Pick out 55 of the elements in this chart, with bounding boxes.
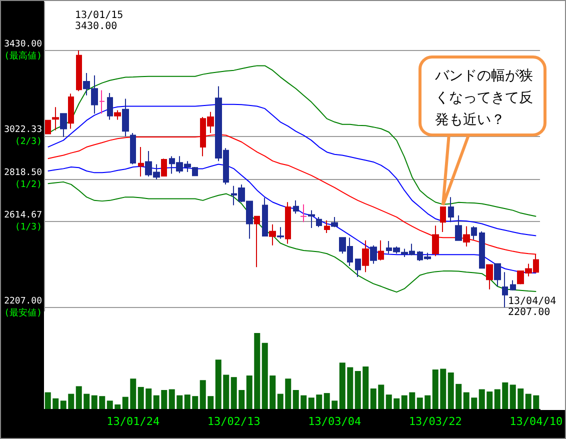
candlestick bbox=[355, 258, 361, 278]
candlestick bbox=[362, 240, 369, 273]
candlestick bbox=[432, 225, 439, 257]
candlestick bbox=[114, 110, 121, 120]
candlestick bbox=[448, 196, 454, 223]
candlestick bbox=[331, 216, 338, 228]
candlestick bbox=[122, 98, 129, 137]
line-series bbox=[47, 134, 537, 255]
candlestick bbox=[99, 90, 105, 114]
y-tick-label: 3022.33 (2/3) bbox=[4, 125, 42, 148]
candlestick bbox=[324, 220, 330, 234]
candlestick bbox=[440, 206, 446, 232]
candlestick bbox=[378, 240, 384, 261]
candlestick bbox=[316, 216, 322, 228]
line-series bbox=[47, 164, 537, 274]
candlestick bbox=[300, 204, 307, 223]
candlestick bbox=[277, 226, 284, 240]
candlestick bbox=[285, 202, 291, 244]
candlestick bbox=[60, 113, 67, 138]
candlestick bbox=[254, 216, 260, 268]
candlestick bbox=[494, 263, 501, 287]
candlestick bbox=[455, 214, 462, 241]
x-tick-label: 13/04/10 bbox=[510, 415, 563, 428]
annotation: バンドの幅が狭くなってきて反発も近い？ bbox=[434, 68, 533, 128]
candlestick bbox=[138, 146, 144, 177]
candlestick bbox=[463, 226, 470, 247]
x-tick-label: 13/02/13 bbox=[207, 415, 260, 428]
candlestick bbox=[269, 224, 276, 246]
candlestick bbox=[479, 230, 485, 269]
candlestick bbox=[68, 93, 74, 130]
y-tick-label: 2818.50 (1/2) bbox=[4, 168, 42, 190]
candlestick bbox=[130, 132, 136, 165]
candlestick bbox=[161, 158, 167, 177]
annotation: 13/04/04 2207.00 bbox=[508, 296, 556, 318]
candlestick bbox=[45, 120, 51, 134]
candlestick bbox=[107, 92, 113, 120]
annotation: 13/01/15 3430.00 bbox=[75, 10, 124, 32]
x-tick-label: 13/01/24 bbox=[106, 415, 160, 428]
y-tick-label: 2207.00 (最安値) bbox=[4, 296, 42, 318]
line-series bbox=[47, 104, 537, 236]
candlestick bbox=[510, 280, 516, 291]
candlestick bbox=[370, 244, 377, 264]
candlestick bbox=[471, 226, 477, 240]
x-tick-label: 13/03/22 bbox=[408, 415, 462, 428]
line-series bbox=[47, 181, 537, 293]
candlestick bbox=[293, 200, 299, 214]
y-tick-label: 2614.67 (1/3) bbox=[4, 210, 42, 233]
candlestick bbox=[486, 264, 493, 290]
y-tick-label: 3430.00 (最高値) bbox=[4, 39, 42, 62]
candlestick bbox=[52, 106, 59, 131]
candlestick bbox=[76, 50, 82, 92]
candlestick bbox=[262, 197, 268, 236]
candlestick bbox=[308, 210, 315, 228]
candlestick bbox=[502, 272, 508, 308]
x-tick-label: 13/03/04 bbox=[308, 415, 362, 428]
